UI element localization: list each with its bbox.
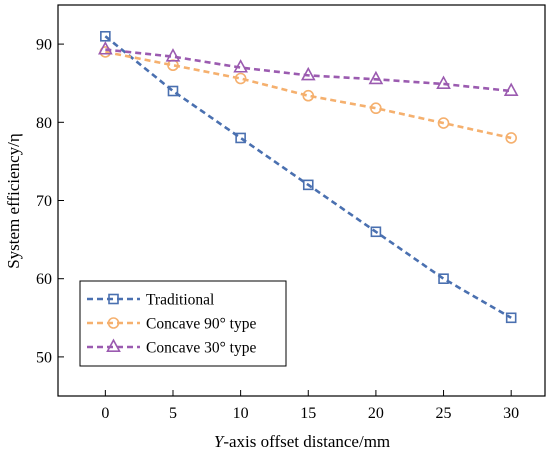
data-point — [300, 66, 316, 81]
data-point — [505, 132, 517, 144]
legend-marker — [108, 293, 119, 305]
x-tick-label: 30 — [503, 405, 519, 422]
data-point — [503, 82, 519, 96]
series-1 — [100, 30, 517, 324]
y-axis: 50 60 70 80 90 — [36, 37, 64, 366]
legend: Traditional Concave 90° type Concave 30° t… — [79, 280, 287, 367]
legend-entry: Concave 30° type — [87, 338, 256, 357]
series-line — [105, 50, 512, 140]
y-tick-label: 70 — [36, 193, 52, 210]
series-3 — [97, 41, 519, 96]
y-tick-label: 90 — [36, 37, 52, 54]
data-point — [100, 30, 111, 42]
y-axis-title: System efficiency/η — [4, 133, 23, 269]
series-layer — [97, 30, 519, 324]
legend-label: Traditional — [146, 292, 214, 309]
x-tick-label: 0 — [101, 405, 109, 422]
x-tick-label: 15 — [300, 405, 316, 422]
data-point — [165, 48, 181, 62]
x-tick-label: 5 — [169, 405, 177, 422]
data-point — [437, 117, 450, 129]
data-point — [370, 102, 382, 115]
series-line — [105, 48, 512, 93]
data-point — [438, 273, 449, 285]
legend-label: Concave 90° type — [146, 316, 256, 333]
series-line — [104, 35, 512, 319]
x-tick-label: 20 — [368, 405, 384, 422]
legend-entry: Traditional — [87, 292, 214, 309]
data-point — [505, 312, 517, 324]
x-tick-label: 10 — [233, 405, 249, 422]
data-point — [234, 72, 247, 85]
data-point — [167, 85, 179, 97]
legend-entry: Concave 90° type — [87, 316, 256, 333]
x-tick-label: 25 — [436, 405, 452, 422]
data-point — [97, 41, 113, 55]
x-axis: 0 5 10 15 20 25 30 — [101, 390, 519, 422]
x-axis-title-rest: -axis offset distance/mm — [223, 432, 390, 451]
legend-marker — [106, 338, 121, 352]
legend-marker — [107, 317, 120, 329]
legend-label: Concave 30° type — [146, 340, 256, 357]
data-point — [235, 132, 246, 144]
x-axis-title-italic: Y — [214, 432, 225, 451]
data-point — [370, 226, 382, 238]
y-tick-label: 80 — [36, 115, 52, 132]
data-point — [233, 59, 248, 73]
data-point — [302, 179, 314, 191]
x-axis-title: Y-axis offset distance/mm — [214, 432, 390, 451]
data-point — [302, 89, 315, 102]
y-tick-label: 50 — [36, 349, 52, 366]
y-tick-label: 60 — [36, 271, 52, 288]
series-2 — [99, 46, 517, 144]
data-point — [368, 70, 384, 85]
data-point — [436, 75, 451, 89]
